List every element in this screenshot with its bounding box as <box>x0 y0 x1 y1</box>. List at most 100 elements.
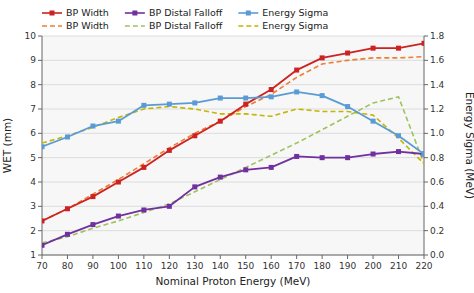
tick-mark <box>398 255 399 259</box>
tick-label: 9 <box>30 55 36 65</box>
data-point <box>320 93 325 98</box>
y-axis-label: WET (mm) <box>1 118 13 173</box>
data-point <box>90 124 95 129</box>
data-point <box>167 204 172 209</box>
tick-mark <box>38 60 42 61</box>
data-point <box>116 180 121 185</box>
data-point <box>269 87 274 92</box>
series-line <box>42 43 424 221</box>
data-point <box>218 175 223 180</box>
tick-label: 110 <box>135 261 152 271</box>
data-point <box>320 55 325 60</box>
data-point <box>396 149 401 154</box>
legend-item: BP Width <box>42 7 109 18</box>
tick-mark <box>347 255 348 259</box>
tick-label: 200 <box>364 261 381 271</box>
data-point <box>371 46 376 51</box>
data-point <box>345 155 350 160</box>
grid-line <box>42 109 424 110</box>
tick-mark <box>322 255 323 259</box>
grid-line <box>42 60 424 61</box>
data-point <box>371 119 376 124</box>
tick-label: 5 <box>30 153 36 163</box>
series-line <box>42 152 424 246</box>
chart: 123456789100.00.20.40.60.81.01.21.41.61.… <box>0 0 474 293</box>
series-line <box>42 92 424 154</box>
tick-label: 1.0 <box>430 128 445 138</box>
data-point <box>345 51 350 56</box>
legend-marker <box>246 11 251 16</box>
tick-label: 120 <box>161 261 178 271</box>
tick-mark <box>42 255 43 259</box>
tick-label: 8 <box>30 80 36 90</box>
grid-line <box>42 84 424 85</box>
tick-label: 1.2 <box>430 104 444 114</box>
tick-label: 190 <box>339 261 356 271</box>
legend-label: Energy Sigma <box>262 20 328 31</box>
tick-label: 1.8 <box>430 31 445 41</box>
data-point <box>167 102 172 107</box>
data-point <box>345 104 350 109</box>
series-line <box>42 97 424 243</box>
legend-swatch <box>42 25 62 27</box>
grid-line <box>42 133 424 134</box>
tick-label: 90 <box>87 261 99 271</box>
tick-mark <box>38 182 42 183</box>
legend-label: BP Width <box>66 20 109 31</box>
data-point <box>218 96 223 101</box>
tick-mark <box>424 255 425 259</box>
tick-mark <box>424 36 428 37</box>
grid-line <box>42 182 424 183</box>
legend-item: Energy Sigma <box>238 7 328 18</box>
data-point <box>294 89 299 94</box>
tick-label: 0.0 <box>430 250 445 260</box>
data-point <box>116 214 121 219</box>
data-point <box>218 119 223 124</box>
x-axis-label: Nominal Proton Energy (MeV) <box>156 275 311 287</box>
data-point <box>320 155 325 160</box>
tick-mark <box>245 255 246 259</box>
tick-label: 170 <box>288 261 305 271</box>
tick-label: 0.8 <box>430 153 445 163</box>
tick-label: 0.6 <box>430 177 445 187</box>
data-point <box>90 194 95 199</box>
data-point <box>42 243 45 248</box>
legend: BP Width BP Distal Falloff Energy Sigma BP … <box>42 7 328 31</box>
tick-mark <box>194 255 195 259</box>
tick-mark <box>220 255 221 259</box>
data-point <box>269 94 274 99</box>
tick-label: 3 <box>30 201 36 211</box>
tick-mark <box>143 255 144 259</box>
data-point <box>371 152 376 157</box>
tick-label: 150 <box>237 261 254 271</box>
tick-mark <box>38 157 42 158</box>
tick-label: 220 <box>415 261 432 271</box>
tick-mark <box>38 84 42 85</box>
legend-item: Energy Sigma <box>238 20 328 31</box>
tick-label: 160 <box>263 261 280 271</box>
data-point <box>65 134 70 139</box>
tick-mark <box>38 206 42 207</box>
tick-label: 1 <box>30 250 36 260</box>
tick-label: 7 <box>30 104 36 114</box>
tick-label: 70 <box>36 261 48 271</box>
legend-marker <box>50 11 55 16</box>
tick-mark <box>38 36 42 37</box>
legend-label: BP Distal Falloff <box>149 7 223 18</box>
tick-mark <box>424 133 428 134</box>
data-point <box>269 165 274 170</box>
tick-label: 180 <box>314 261 331 271</box>
tick-mark <box>424 109 428 110</box>
tick-label: 80 <box>62 261 74 271</box>
data-point <box>141 207 146 212</box>
data-point <box>243 167 248 172</box>
series-group <box>42 41 424 248</box>
tick-mark <box>424 182 428 183</box>
tick-label: 130 <box>186 261 203 271</box>
data-point <box>422 41 425 46</box>
tick-label: 6 <box>30 128 36 138</box>
tick-mark <box>67 255 68 259</box>
tick-label: 100 <box>110 261 127 271</box>
data-point <box>192 100 197 105</box>
data-point <box>116 119 121 124</box>
